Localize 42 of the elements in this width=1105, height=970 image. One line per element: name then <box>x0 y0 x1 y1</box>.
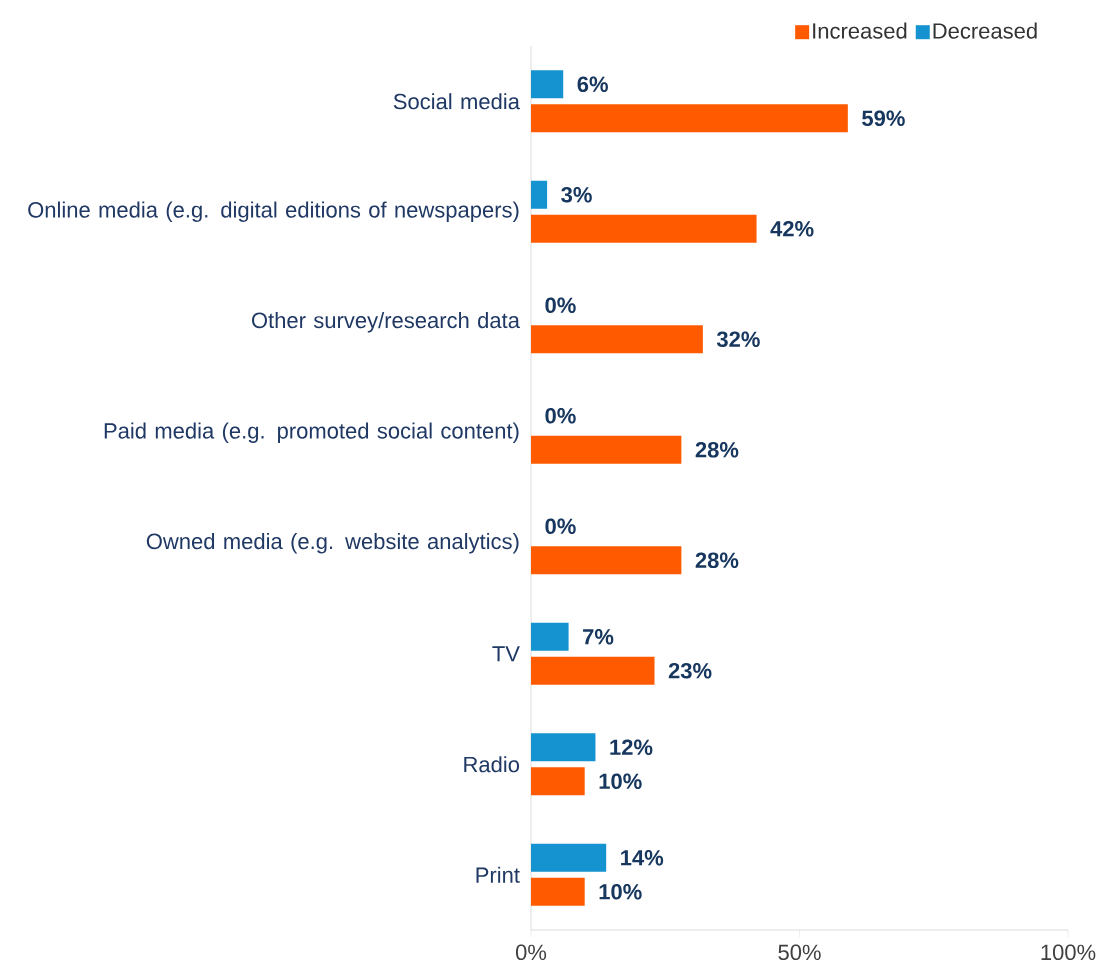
bar <box>531 622 569 651</box>
y-tick-label: Radio <box>464 756 520 773</box>
data-label: 23% <box>668 662 712 679</box>
data-label: 14% <box>621 850 664 866</box>
data-label: 7% <box>583 629 614 645</box>
data-label: 12% <box>610 739 653 756</box>
data-label: 10% <box>599 773 642 790</box>
data-label: 0% <box>545 297 576 314</box>
y-tick-label: Other survey/research data <box>252 312 520 333</box>
y-tick-label: Social media <box>393 93 520 110</box>
data-label: 10% <box>599 883 642 900</box>
bar <box>531 325 703 354</box>
data-label: 32% <box>716 331 760 348</box>
data-label: 59% <box>862 110 905 127</box>
x-tick-label: 50% <box>778 944 821 961</box>
y-tick-label: Paid media (e.g. promoted social content) <box>104 422 519 444</box>
y-tick-label: Owned media (e.g. website analytics) <box>146 533 519 554</box>
x-tick-label: 0% <box>515 944 547 961</box>
x-tick-label: 100% <box>1041 944 1096 961</box>
bar <box>531 843 607 872</box>
data-label: 42% <box>770 221 814 237</box>
bar <box>531 656 655 685</box>
y-tick-label: TV <box>492 646 520 662</box>
y-tick-label: Print <box>476 866 520 883</box>
bar <box>531 214 757 243</box>
bar <box>531 546 682 575</box>
data-label: 0% <box>545 407 576 424</box>
data-label: 28% <box>695 441 739 458</box>
legend-label: Increased <box>813 22 907 39</box>
data-label: 28% <box>695 552 739 569</box>
bar <box>531 767 585 796</box>
data-label: 0% <box>545 518 576 535</box>
bar <box>531 70 564 99</box>
bar <box>531 733 596 762</box>
y-tick-label: Online media (e.g. digital editions of newspapers) <box>28 201 519 223</box>
data-label: 6% <box>577 76 608 93</box>
bar <box>531 104 848 133</box>
bar <box>531 180 548 209</box>
bar <box>531 877 585 906</box>
legend-label: Decreased <box>933 22 1037 39</box>
data-label: 3% <box>561 186 592 203</box>
bar <box>531 435 682 464</box>
